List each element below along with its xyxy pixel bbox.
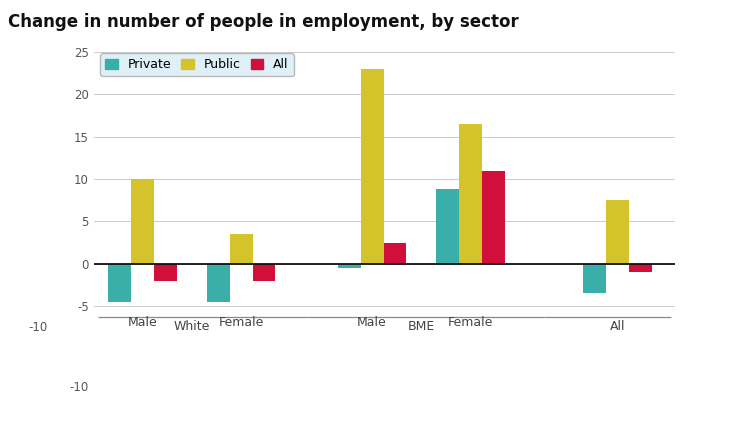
Bar [253, 264, 275, 281]
Bar [131, 179, 154, 264]
Bar [383, 243, 406, 264]
Bar [207, 264, 230, 302]
Bar [459, 124, 482, 264]
Bar [109, 264, 131, 302]
Bar [436, 189, 459, 264]
Text: Female: Female [218, 316, 264, 329]
Text: Change in number of people in employment, by sector: Change in number of people in employment… [8, 13, 518, 31]
Text: White: White [174, 320, 210, 333]
Bar [154, 264, 177, 281]
Text: All: All [610, 320, 626, 333]
Bar [338, 264, 361, 268]
Bar [361, 69, 383, 264]
Bar [482, 171, 505, 264]
Bar [606, 201, 629, 264]
Bar [230, 234, 253, 264]
Text: Male: Male [128, 316, 158, 329]
Text: BME: BME [407, 320, 435, 333]
Legend: Private, Public, All: Private, Public, All [100, 53, 294, 76]
Text: -10: -10 [28, 321, 47, 334]
Text: Female: Female [448, 316, 493, 329]
Bar [584, 264, 606, 293]
Text: Male: Male [357, 316, 387, 329]
Bar [629, 264, 652, 272]
